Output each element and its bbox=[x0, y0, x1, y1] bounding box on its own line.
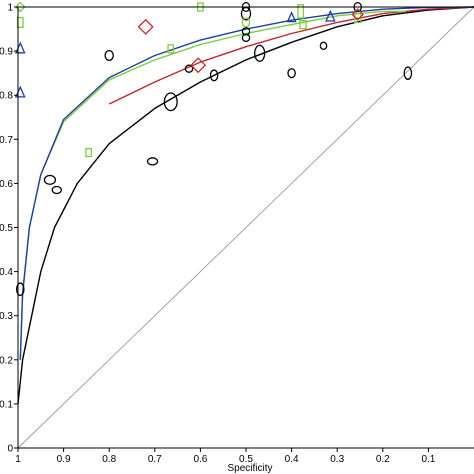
axes-layer: 0 0.1 0.2 0.3 0.4 0.5 0.6 0.7 0.8 0.9 1 1 0.9 0.8 0.7 0… bbox=[0, 3, 474, 465]
study-point-circle bbox=[104, 50, 114, 62]
reference-diagonal bbox=[17, 6, 474, 449]
y-tick-label: 0.2 bbox=[0, 355, 13, 366]
sroc-curve-4 bbox=[19, 6, 474, 360]
x-axis-title: Specificity bbox=[227, 463, 272, 474]
study-point-circle bbox=[254, 44, 266, 62]
study-point-diamond bbox=[14, 1, 26, 13]
study-point-square bbox=[167, 44, 175, 54]
x-tick-label: 0.6 bbox=[193, 454, 207, 465]
y-tick-label: 0.3 bbox=[0, 311, 13, 322]
curves-layer bbox=[17, 6, 474, 404]
study-point-circle bbox=[51, 185, 62, 195]
x-tick-label: 0.2 bbox=[376, 454, 390, 465]
x-tick-label: 1 bbox=[15, 454, 21, 465]
x-tick-label: 0.7 bbox=[148, 454, 162, 465]
study-point-square bbox=[85, 147, 93, 158]
y-tick-label: 0.6 bbox=[0, 179, 13, 190]
y-tick-label: 1 bbox=[7, 3, 13, 14]
x-tick-label: 0.4 bbox=[285, 454, 299, 465]
x-tick-label: 0.3 bbox=[330, 454, 344, 465]
sroc-curve-1 bbox=[17, 6, 474, 404]
study-point-circle bbox=[184, 64, 194, 73]
y-tick-label: 0.4 bbox=[0, 267, 13, 278]
study-point-square bbox=[299, 20, 307, 30]
y-tick-label: 0.9 bbox=[0, 47, 13, 58]
study-point-circle bbox=[241, 33, 251, 43]
study-point-diamond bbox=[351, 8, 364, 21]
study-point-square bbox=[297, 4, 305, 19]
study-point-circle bbox=[209, 69, 219, 82]
study-point-circle bbox=[241, 17, 251, 28]
study-point-circle bbox=[43, 174, 57, 185]
y-tick-label: 0.1 bbox=[0, 399, 13, 410]
study-point-triangle bbox=[324, 9, 336, 22]
study-point-circle bbox=[403, 66, 413, 80]
study-point-circle bbox=[15, 282, 25, 297]
y-tick-label: 0 bbox=[7, 444, 13, 455]
x-tick-label: 0.1 bbox=[421, 454, 435, 465]
study-point-diamond bbox=[190, 57, 207, 74]
study-point-triangle bbox=[286, 11, 297, 23]
study-point-circle bbox=[163, 92, 178, 112]
study-point-circle bbox=[146, 157, 159, 166]
y-tick-label: 0.5 bbox=[0, 223, 13, 234]
study-point-square bbox=[353, 12, 362, 24]
sroc-curve-2 bbox=[108, 6, 474, 105]
reference-line-layer bbox=[17, 6, 474, 449]
study-point-diamond bbox=[137, 18, 154, 35]
y-tick-label: 0.7 bbox=[0, 135, 13, 146]
x-tick-label: 0.8 bbox=[102, 454, 116, 465]
x-tick-label: 0.9 bbox=[57, 454, 71, 465]
x-tick-label: 0.5 bbox=[239, 454, 253, 465]
study-point-circle bbox=[287, 68, 296, 79]
y-tick-label: 0.8 bbox=[0, 91, 13, 102]
study-point-circle bbox=[319, 41, 328, 50]
